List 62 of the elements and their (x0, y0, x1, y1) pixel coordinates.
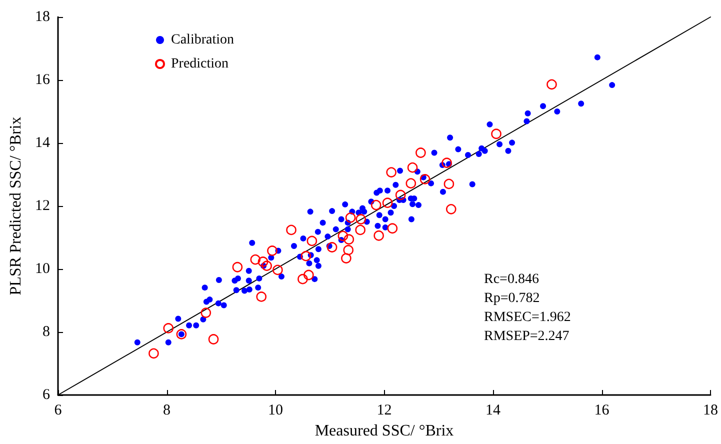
y-tick-label: 18 (35, 9, 50, 25)
x-tick-label: 14 (486, 402, 501, 418)
point (232, 262, 243, 272)
point (338, 230, 348, 242)
x-tick-label: 6 (54, 402, 62, 418)
y-tick-label: 6 (42, 387, 50, 403)
point (446, 204, 456, 214)
y-tick-label: 10 (35, 261, 50, 277)
point (262, 260, 272, 271)
annotation: Rp=0.782 (484, 291, 540, 306)
point (306, 236, 318, 246)
point (355, 224, 366, 236)
y-tick-label: 8 (42, 324, 50, 340)
point (442, 158, 452, 168)
point (420, 174, 430, 184)
point (256, 292, 267, 302)
point (406, 178, 416, 188)
annotation: RMSEP=2.247 (484, 329, 570, 344)
x-tick-label: 12 (376, 402, 392, 418)
point (344, 234, 354, 245)
point (343, 244, 354, 256)
point (298, 274, 308, 284)
point (267, 246, 278, 256)
x-tick-label: 16 (594, 402, 610, 418)
point (345, 212, 356, 223)
y-tick-label: 12 (35, 198, 50, 214)
point (395, 190, 406, 200)
x-tick-label: 18 (703, 402, 718, 418)
point (491, 128, 502, 140)
point (258, 256, 268, 267)
point (370, 200, 382, 210)
point (163, 323, 174, 334)
point (407, 162, 418, 173)
point (374, 230, 384, 241)
point (272, 264, 283, 276)
point (416, 148, 426, 158)
point (326, 242, 338, 252)
point (341, 253, 352, 264)
annotation: Rc=0.846 (484, 272, 539, 287)
point (208, 334, 219, 344)
point (546, 79, 557, 90)
legend-label: Calibration (171, 32, 234, 48)
x-tick-label: 10 (268, 402, 283, 418)
x-axis-title: Measured SSC/ °Brix (314, 422, 454, 440)
point (304, 270, 314, 280)
point (386, 167, 396, 178)
y-tick-label: 14 (35, 135, 50, 151)
legend-label: Prediction (171, 56, 229, 72)
y-tick-label: 16 (35, 72, 50, 88)
point (444, 178, 454, 190)
point (356, 214, 366, 224)
point (382, 198, 393, 208)
point (300, 250, 312, 262)
x-tick-label: 8 (163, 402, 170, 418)
point (250, 254, 261, 265)
point (387, 223, 398, 234)
point (176, 329, 187, 340)
point (148, 348, 159, 359)
point (286, 224, 296, 236)
point (200, 308, 212, 318)
annotation: RMSEC=1.962 (484, 310, 571, 325)
y-axis-title: PLSR Predicted SSC/ °Brix (8, 116, 24, 296)
